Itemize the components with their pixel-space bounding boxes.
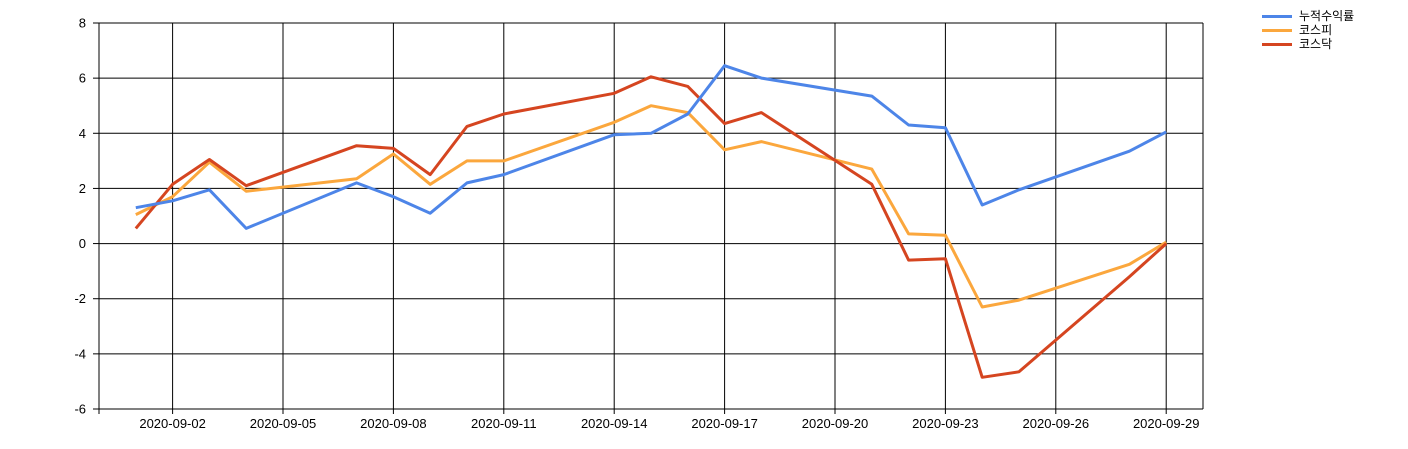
legend-swatch-kospi: [1262, 29, 1292, 32]
y-axis-tick-label: -2: [74, 291, 86, 306]
x-axis-tick-label: 2020-09-23: [912, 416, 979, 431]
y-axis-tick-label: 0: [79, 236, 86, 251]
legend-swatch-kosdaq: [1262, 43, 1292, 46]
x-axis-tick-label: 2020-09-20: [802, 416, 869, 431]
legend-item-cumulative-return: 누적수익률: [1262, 9, 1355, 23]
legend-item-kosdaq: 코스닥: [1262, 37, 1354, 51]
y-axis-tick-label: -6: [74, 402, 86, 417]
legend-label: 코스닥: [1299, 37, 1333, 51]
x-axis-tick-label: 2020-09-29: [1133, 416, 1200, 431]
x-axis-tick-label: 2020-09-11: [471, 416, 537, 431]
legend-label: 누적수익률: [1299, 9, 1355, 23]
y-axis-tick-label: 4: [79, 126, 86, 141]
x-axis-tick-label: 2020-09-14: [581, 416, 648, 431]
x-axis-tick-label: 2020-09-02: [139, 416, 206, 431]
series-line-2: [134, 75, 1168, 379]
x-axis-tick-label: 2020-09-26: [1023, 416, 1090, 431]
series-line-1: [135, 104, 1167, 309]
legend-label: 코스피: [1299, 23, 1333, 37]
y-axis-tick-label: 8: [79, 16, 86, 31]
y-axis-tick-label: -4: [74, 346, 86, 361]
y-axis-tick-label: 2: [79, 181, 86, 196]
legend-swatch-cumulative-return: [1262, 15, 1292, 18]
legend-item-kospi: 코스피: [1262, 23, 1354, 37]
series-line-0: [135, 64, 1167, 230]
y-axis-tick-label: 6: [79, 71, 86, 86]
x-axis-tick-label: 2020-09-08: [360, 416, 427, 431]
legend: 누적수익률 코스피 코스닥: [1262, 9, 1355, 51]
x-axis-tick-label: 2020-09-17: [691, 416, 758, 431]
x-axis-tick-label: 2020-09-05: [250, 416, 317, 431]
